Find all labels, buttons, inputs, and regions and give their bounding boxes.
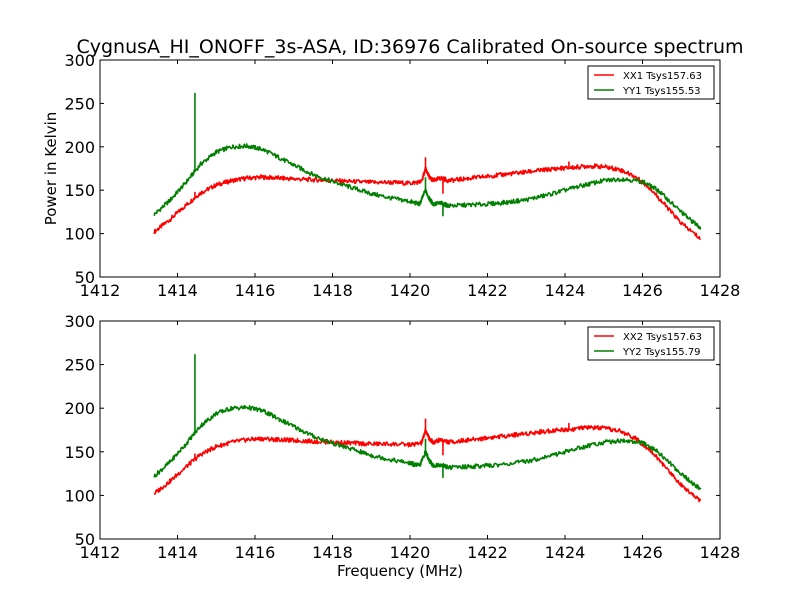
series-line-2 — [153, 404, 702, 491]
legend-label-1: XX2 Tsys157.63 — [623, 332, 702, 343]
series-line-2 — [153, 143, 702, 230]
x-tick-label: 1424 — [545, 281, 586, 300]
plot-panels: 1412 1414 1416 1418 1420 1422 1424 1426 1428 50 10… — [42, 51, 740, 580]
y-tick-label: 100 — [64, 486, 95, 505]
figure-title: CygnusA_HI_ONOFF_3s-ASA, ID:36976 Calibr… — [76, 36, 743, 58]
y-tick-label: 150 — [64, 181, 95, 200]
panel-2: 1412 1414 1416 1418 1420 1422 1424 1426 1428 50 10… — [64, 312, 740, 580]
legend-label-2: YY2 Tsys155.79 — [622, 347, 701, 358]
x-tick-label: 1422 — [467, 281, 508, 300]
x-tick-label: 1420 — [390, 281, 431, 300]
legend: XX1 Tsys157.63 YY1 Tsys155.53 — [587, 65, 715, 100]
y-tick-label: 300 — [64, 51, 95, 70]
y-tick-label: 250 — [64, 356, 95, 375]
y-tick-label: 50 — [75, 268, 95, 287]
legend: XX2 Tsys157.63 YY2 Tsys155.79 — [587, 326, 715, 361]
x-tick-label: 1412 — [80, 543, 121, 562]
x-tick-label: 1418 — [312, 543, 353, 562]
y-tick-label: 200 — [64, 399, 95, 418]
x-tick-label: 1416 — [235, 543, 276, 562]
legend-box — [587, 65, 715, 100]
series-2-group — [153, 354, 702, 491]
series-line-1 — [153, 163, 701, 240]
x-tick-label: 1414 — [157, 543, 198, 562]
series-1-group — [153, 418, 702, 503]
y-tick-label: 200 — [64, 138, 95, 157]
legend-label-2: YY1 Tsys155.53 — [622, 86, 701, 97]
y-tick-label: 100 — [64, 225, 95, 244]
x-tick-label: 1412 — [80, 281, 121, 300]
legend-box — [587, 326, 715, 361]
series-line-1 — [153, 424, 702, 503]
y-tick-label: 150 — [64, 443, 95, 462]
x-tick-label: 1420 — [390, 543, 431, 562]
x-tick-label: 1418 — [312, 281, 353, 300]
x-tick-label: 1416 — [235, 281, 276, 300]
y-tick-label: 300 — [64, 312, 95, 331]
legend-label-1: XX1 Tsys157.63 — [623, 71, 702, 82]
x-tick-label: 1414 — [157, 281, 198, 300]
series-2-group — [153, 92, 702, 230]
x-tick-label: 1428 — [700, 543, 741, 562]
x-tick-label: 1428 — [700, 281, 741, 300]
series-1-group — [153, 157, 701, 240]
y-tick-label: 250 — [64, 94, 95, 113]
x-tick-label: 1426 — [622, 281, 663, 300]
panel-1: 1412 1414 1416 1418 1420 1422 1424 1426 1428 50 10… — [42, 51, 740, 300]
x-tick-label: 1426 — [622, 543, 663, 562]
x-tick-label: 1424 — [545, 543, 586, 562]
x-tick-label: 1422 — [467, 543, 508, 562]
x-axis-label: Frequency (MHz) — [337, 562, 463, 580]
y-tick-label: 50 — [75, 530, 95, 549]
y-axis-label: Power in Kelvin — [42, 112, 60, 226]
